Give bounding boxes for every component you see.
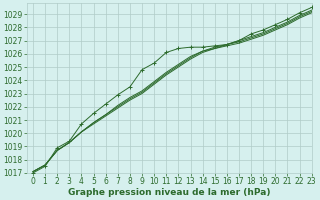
X-axis label: Graphe pression niveau de la mer (hPa): Graphe pression niveau de la mer (hPa)	[68, 188, 270, 197]
